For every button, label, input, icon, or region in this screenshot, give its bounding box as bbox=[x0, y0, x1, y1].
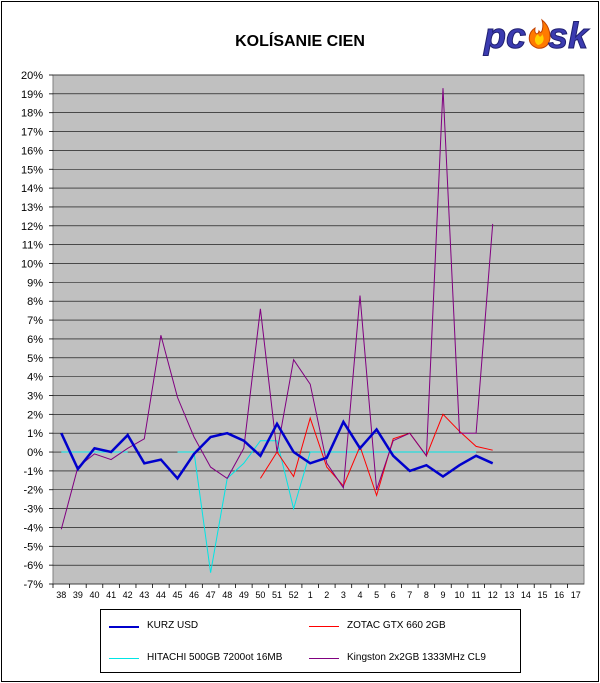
x-tick-label: 8 bbox=[424, 590, 429, 600]
x-tick-label: 2 bbox=[324, 590, 329, 600]
x-tick-label: 16 bbox=[554, 590, 564, 600]
y-tick-label: -6% bbox=[23, 560, 43, 572]
x-tick-label: 43 bbox=[139, 590, 149, 600]
y-tick-label: 20% bbox=[21, 70, 43, 82]
y-axis-ticks: -7% -6% -5% -4% -3% -2% -1% 0% 1% 2% 3% 4% 5% 6% 7% 8% 9… bbox=[21, 70, 53, 591]
x-tick-label: 14 bbox=[521, 590, 531, 600]
flame-icon bbox=[528, 18, 551, 49]
x-tick-label: 6 bbox=[391, 590, 396, 600]
x-axis-ticks: 38 39 40 41 42 43 44 45 46 47 48 49 50 51 52 1 2 3 4 5 6 7 8 9 1… bbox=[52, 584, 581, 600]
x-tick-label: 4 bbox=[357, 590, 362, 600]
logo-text-sk: sk bbox=[548, 15, 590, 56]
legend-label: Kingston 2x2GB 1333MHz CL9 bbox=[347, 652, 486, 663]
y-tick-label: 14% bbox=[21, 183, 43, 195]
legend-swatch bbox=[309, 626, 339, 627]
x-tick-label: 42 bbox=[123, 590, 133, 600]
legend-swatch bbox=[109, 626, 139, 628]
y-tick-label: 3% bbox=[27, 390, 43, 402]
y-tick-label: 17% bbox=[21, 127, 43, 139]
x-tick-label: 7 bbox=[407, 590, 412, 600]
y-tick-label: 0% bbox=[27, 447, 43, 459]
x-tick-label: 44 bbox=[156, 590, 166, 600]
chart-title: KOLÍSANIE CIEN bbox=[235, 33, 365, 50]
plot-area bbox=[52, 74, 585, 585]
x-tick-label: 11 bbox=[471, 590, 480, 600]
x-tick-label: 39 bbox=[73, 590, 83, 600]
y-tick-label: -5% bbox=[23, 541, 43, 553]
x-tick-label: 52 bbox=[289, 590, 299, 600]
y-tick-label: 4% bbox=[27, 372, 43, 384]
series-line-kurz-usd bbox=[60, 419, 494, 481]
x-tick-label: 12 bbox=[488, 590, 498, 600]
x-tick-label: 51 bbox=[272, 590, 282, 600]
x-tick-label: 40 bbox=[89, 590, 99, 600]
x-tick-label: 45 bbox=[172, 590, 182, 600]
y-tick-label: 5% bbox=[27, 353, 43, 365]
legend-label: HITACHI 500GB 7200ot 16MB bbox=[147, 652, 283, 663]
y-tick-label: 12% bbox=[21, 221, 43, 233]
x-tick-label: 38 bbox=[56, 590, 66, 600]
legend-swatch bbox=[109, 658, 139, 659]
y-tick-label: 8% bbox=[27, 296, 43, 308]
y-tick-label: 1% bbox=[27, 428, 43, 440]
series-lines bbox=[60, 88, 494, 573]
y-tick-label: 9% bbox=[27, 277, 43, 289]
y-tick-label: 7% bbox=[27, 315, 43, 327]
x-tick-label: 3 bbox=[341, 590, 346, 600]
y-tick-label: 16% bbox=[21, 145, 43, 157]
x-tick-label: 50 bbox=[255, 590, 265, 600]
legend-label: KURZ USD bbox=[147, 620, 199, 631]
x-tick-label: 48 bbox=[222, 590, 232, 600]
y-tick-label: -2% bbox=[23, 485, 43, 497]
legend-label: ZOTAC GTX 660 2GB bbox=[347, 620, 446, 631]
y-tick-label: 2% bbox=[27, 409, 43, 421]
x-tick-label: 47 bbox=[206, 590, 216, 600]
pcsk-logo: pc sk bbox=[483, 15, 591, 57]
logo-text-pc: pc bbox=[483, 15, 526, 56]
y-tick-label: 11% bbox=[22, 240, 43, 252]
y-tick-label: 19% bbox=[21, 89, 43, 101]
x-tick-label: 1 bbox=[308, 590, 313, 600]
x-tick-label: 15 bbox=[538, 590, 548, 600]
y-tick-label: 13% bbox=[21, 202, 43, 214]
y-tick-label: 15% bbox=[21, 164, 43, 176]
x-tick-label: 10 bbox=[455, 590, 465, 600]
x-tick-label: 49 bbox=[239, 590, 249, 600]
y-tick-label: 18% bbox=[21, 108, 43, 120]
x-tick-label: 5 bbox=[374, 590, 379, 600]
gridlines bbox=[53, 74, 584, 585]
legend-swatch bbox=[309, 658, 339, 659]
y-tick-label: 10% bbox=[21, 259, 43, 271]
x-tick-label: 41 bbox=[106, 590, 116, 600]
y-tick-label: -4% bbox=[23, 522, 43, 534]
y-tick-label: -3% bbox=[23, 504, 43, 516]
y-tick-label: 6% bbox=[27, 334, 43, 346]
x-tick-label: 46 bbox=[189, 590, 199, 600]
y-tick-label: -1% bbox=[23, 466, 43, 478]
y-tick-label: -7% bbox=[23, 579, 43, 591]
legend: KURZ USD ZOTAC GTX 660 2GB HITACHI 500GB… bbox=[100, 609, 521, 673]
x-tick-label: 17 bbox=[571, 590, 581, 600]
x-tick-label: 9 bbox=[440, 590, 445, 600]
x-tick-label: 13 bbox=[504, 590, 514, 600]
